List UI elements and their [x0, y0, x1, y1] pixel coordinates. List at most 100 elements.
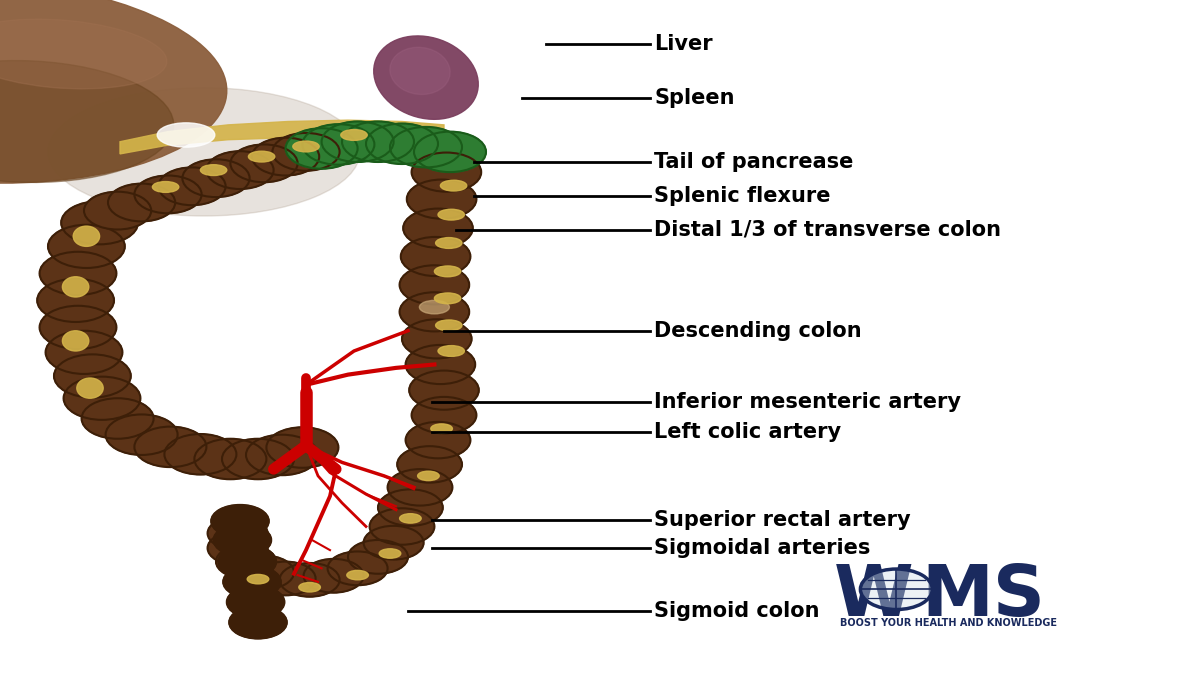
Circle shape	[256, 562, 316, 595]
Circle shape	[48, 225, 125, 268]
Circle shape	[286, 128, 358, 169]
Circle shape	[106, 414, 178, 455]
Ellipse shape	[152, 182, 179, 192]
Text: Liver: Liver	[654, 34, 713, 54]
Ellipse shape	[0, 61, 174, 182]
Circle shape	[400, 265, 469, 304]
Circle shape	[37, 279, 114, 322]
Circle shape	[214, 524, 271, 556]
Circle shape	[252, 138, 319, 176]
Text: Inferior mesenteric artery: Inferior mesenteric artery	[654, 392, 961, 412]
Circle shape	[61, 201, 138, 244]
Ellipse shape	[431, 424, 452, 433]
Text: MS: MS	[922, 562, 1045, 630]
Circle shape	[322, 122, 394, 162]
Circle shape	[348, 540, 408, 574]
Circle shape	[46, 331, 122, 374]
Text: Superior rectal artery: Superior rectal artery	[654, 510, 911, 530]
Ellipse shape	[379, 549, 401, 558]
Ellipse shape	[248, 151, 275, 162]
Circle shape	[223, 566, 281, 598]
Ellipse shape	[48, 88, 360, 216]
Text: Splenic flexure: Splenic flexure	[654, 186, 830, 206]
Ellipse shape	[434, 266, 461, 277]
Text: Sigmoidal arteries: Sigmoidal arteries	[654, 538, 870, 558]
Circle shape	[211, 505, 269, 537]
Text: Tail of pancrease: Tail of pancrease	[654, 152, 853, 172]
Text: Spleen: Spleen	[654, 88, 734, 108]
Circle shape	[206, 151, 274, 189]
Ellipse shape	[373, 36, 479, 119]
Circle shape	[84, 192, 151, 230]
Circle shape	[222, 439, 294, 479]
Ellipse shape	[434, 293, 461, 304]
Circle shape	[234, 556, 294, 589]
Circle shape	[164, 434, 236, 475]
Circle shape	[208, 516, 268, 550]
Circle shape	[302, 124, 374, 165]
Circle shape	[366, 124, 438, 164]
Circle shape	[208, 531, 268, 565]
Text: Left colic artery: Left colic artery	[654, 422, 841, 442]
Circle shape	[412, 153, 481, 192]
Circle shape	[364, 526, 424, 560]
Circle shape	[328, 551, 388, 585]
Ellipse shape	[436, 238, 462, 248]
Circle shape	[397, 446, 462, 483]
Ellipse shape	[293, 141, 319, 152]
Circle shape	[406, 345, 475, 384]
Polygon shape	[120, 120, 444, 154]
Circle shape	[64, 377, 140, 420]
Circle shape	[227, 586, 284, 618]
Circle shape	[216, 545, 276, 578]
Circle shape	[388, 469, 452, 506]
Ellipse shape	[73, 226, 100, 246]
Text: Descending colon: Descending colon	[654, 321, 862, 341]
Ellipse shape	[200, 165, 227, 176]
Ellipse shape	[440, 180, 467, 191]
Circle shape	[229, 606, 287, 639]
Circle shape	[378, 489, 443, 526]
Ellipse shape	[438, 346, 464, 356]
Circle shape	[304, 559, 364, 593]
Circle shape	[134, 427, 206, 467]
Circle shape	[134, 176, 202, 213]
Ellipse shape	[436, 320, 462, 331]
Text: Distal 1/3 of transverse colon: Distal 1/3 of transverse colon	[654, 219, 1001, 240]
Circle shape	[342, 122, 414, 162]
Circle shape	[409, 371, 479, 410]
Circle shape	[401, 237, 470, 276]
Text: W: W	[834, 562, 913, 630]
Ellipse shape	[247, 574, 269, 584]
Ellipse shape	[157, 123, 215, 147]
Circle shape	[108, 184, 175, 221]
Ellipse shape	[341, 130, 367, 140]
Circle shape	[272, 133, 340, 171]
Circle shape	[390, 127, 462, 167]
Circle shape	[414, 132, 486, 172]
Ellipse shape	[62, 331, 89, 351]
Circle shape	[402, 319, 472, 358]
Ellipse shape	[420, 300, 449, 314]
Circle shape	[370, 508, 434, 545]
Text: Sigmoid colon: Sigmoid colon	[654, 601, 820, 621]
Ellipse shape	[62, 277, 89, 297]
Circle shape	[82, 398, 154, 439]
Circle shape	[860, 569, 932, 610]
Circle shape	[218, 545, 276, 578]
Circle shape	[412, 397, 476, 433]
Ellipse shape	[299, 583, 320, 592]
Circle shape	[182, 159, 250, 197]
Circle shape	[158, 167, 226, 205]
Ellipse shape	[438, 209, 464, 220]
Circle shape	[406, 422, 470, 458]
Ellipse shape	[400, 514, 421, 523]
Ellipse shape	[0, 0, 227, 183]
Circle shape	[407, 180, 476, 219]
Circle shape	[280, 563, 340, 597]
Circle shape	[403, 209, 473, 248]
Ellipse shape	[390, 47, 450, 95]
Text: BOOST YOUR HEALTH AND KNOWLEDGE: BOOST YOUR HEALTH AND KNOWLEDGE	[840, 618, 1057, 628]
Circle shape	[194, 439, 266, 479]
Ellipse shape	[418, 471, 439, 481]
